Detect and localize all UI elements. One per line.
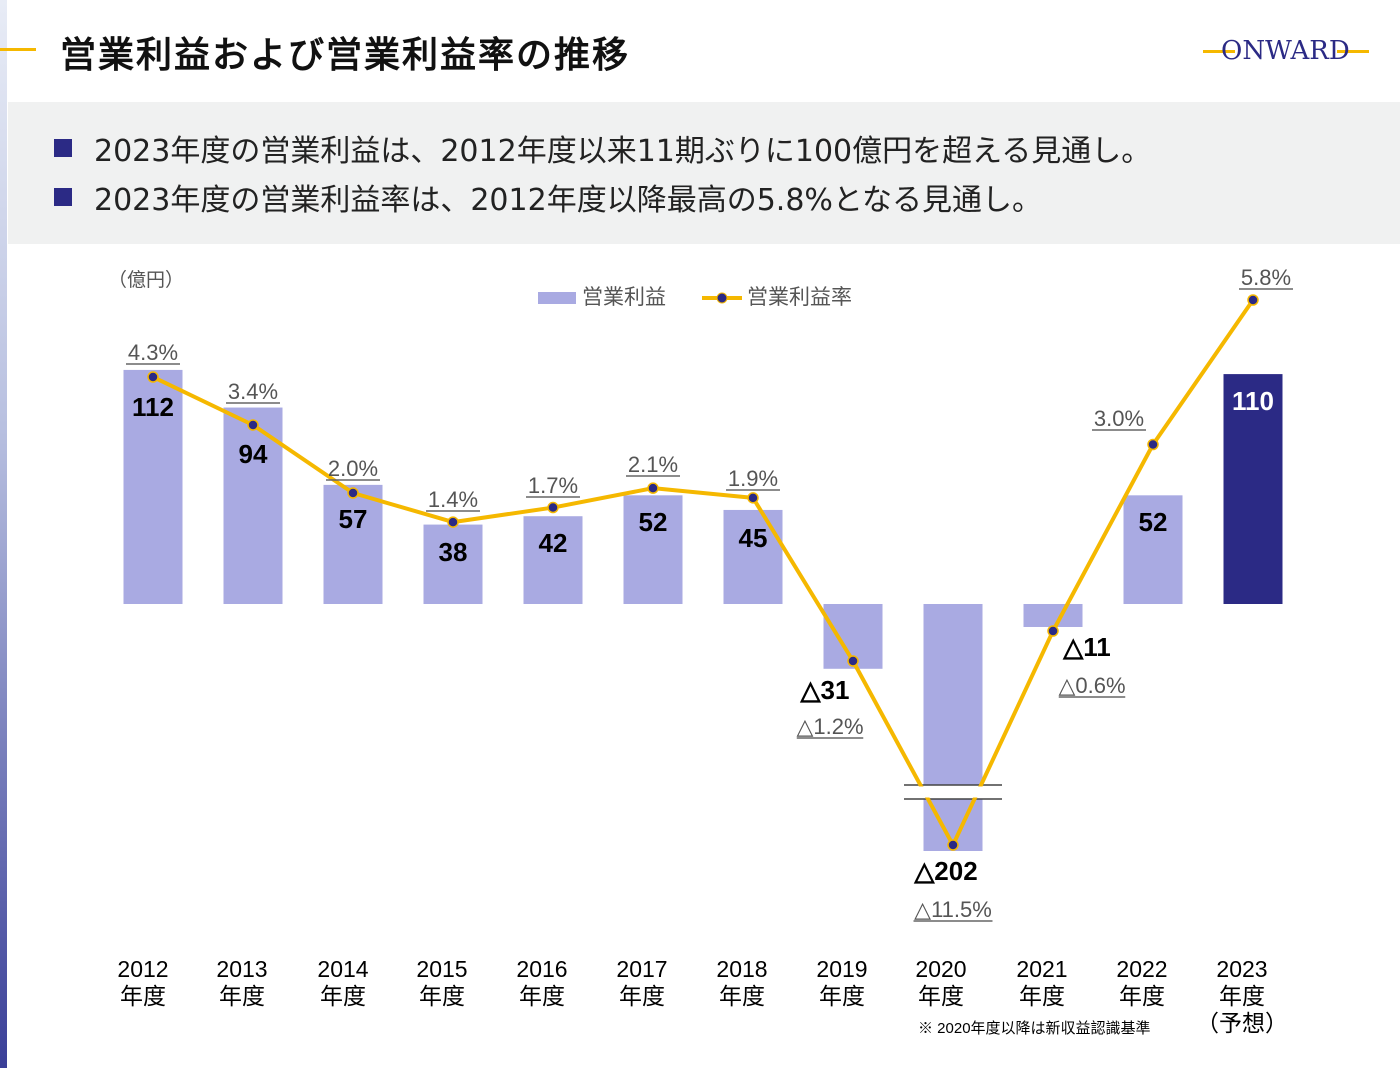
bar-value-label: △31 — [800, 675, 850, 705]
bar-value-label: 52 — [639, 507, 668, 537]
rate-value-label: 2.1% — [628, 452, 678, 477]
page-title: 営業利益および営業利益率の推移 — [60, 35, 631, 76]
bar-2023 — [1223, 374, 1283, 604]
x-tick-label: 年度 — [419, 983, 465, 1009]
x-tick-label: 年度 — [1119, 983, 1165, 1009]
axis-break-gap — [904, 786, 1002, 798]
rate-value-label: 1.4% — [428, 487, 478, 512]
bar-value-label: △11 — [1062, 632, 1110, 662]
x-tick-label: 2012 — [117, 956, 168, 982]
line-point-2018 — [747, 492, 759, 504]
line-point-2022 — [1147, 438, 1159, 451]
rate-value-label: 1.9% — [728, 466, 778, 491]
bar-value-label: 57 — [339, 504, 368, 534]
line-point-2019 — [847, 655, 859, 667]
bar-2017 — [623, 495, 683, 604]
line-point-2017 — [647, 482, 659, 494]
line-point-2014 — [347, 487, 359, 499]
summary-box — [8, 102, 1400, 244]
logo-line-left — [1203, 50, 1235, 53]
x-tick-label: （予想） — [1196, 1010, 1288, 1036]
bar-value-label: 52 — [1139, 507, 1168, 537]
series-line-operating-margin — [152, 298, 1255, 847]
bar-2014 — [323, 484, 383, 604]
line-point-2020 — [947, 839, 959, 851]
bar-2022 — [1123, 495, 1183, 604]
x-tick-label: 2019 — [816, 956, 867, 982]
legend-label: 営業利益率 — [747, 286, 852, 309]
summary-text: 2023年度の営業利益は、2012年度以来11期ぶりに100億円を超える見通し。 — [94, 134, 1152, 169]
logo-line-right — [1337, 50, 1369, 53]
x-tick-label: 2016 — [516, 956, 567, 982]
bullet-square-icon — [54, 139, 72, 157]
x-tick-label: 年度 — [819, 983, 865, 1009]
bar-value-label: 110 — [1232, 386, 1274, 416]
rate-value-label: 3.4% — [228, 379, 278, 404]
rate-value-label: △1.2% — [796, 714, 863, 739]
line-point-2016 — [547, 501, 559, 514]
x-tick-label: 2015 — [416, 956, 467, 982]
summary-text: 2023年度の営業利益率は、2012年度以降最高の5.8%となる見通し。 — [94, 183, 1043, 218]
line-point-2012 — [147, 371, 159, 383]
title-accent-line — [0, 48, 36, 51]
x-tick-label: 年度 — [1019, 983, 1065, 1009]
x-tick-label: 2017 — [616, 956, 667, 982]
rate-value-label: △11.5% — [914, 897, 992, 922]
legend-label: 営業利益 — [582, 286, 666, 309]
rate-value-label: 4.3% — [128, 340, 178, 365]
bar-value-label: △202 — [913, 856, 977, 886]
footnote: ※ 2020年度以降は新収益認識基準 — [918, 1020, 1151, 1037]
x-tick-label: 年度 — [320, 983, 366, 1009]
x-tick-label: 2014 — [317, 956, 368, 982]
legend-line-marker — [716, 292, 728, 304]
x-tick-label: 2018 — [716, 956, 767, 982]
rate-value-label: 1.7% — [528, 473, 578, 498]
bar-value-label: 45 — [739, 523, 768, 553]
bar-value-label: 94 — [239, 439, 268, 469]
rate-value-label: 2.0% — [328, 456, 378, 481]
x-tick-label: 2023 — [1216, 956, 1267, 982]
bar-2020 — [923, 604, 983, 851]
bullet-square-icon — [54, 188, 72, 206]
summary-bullet: 2023年度の営業利益は、2012年度以来11期ぶりに100億円を超える見通し。 — [48, 126, 1151, 170]
unit-label: （億円） — [108, 269, 184, 291]
rate-value-label: 3.0% — [1094, 406, 1144, 431]
x-tick-label: 年度 — [918, 983, 964, 1009]
x-tick-label: 年度 — [719, 983, 765, 1009]
bar-value-label: 38 — [439, 537, 468, 567]
bar-2012 — [123, 369, 183, 604]
bar-2018 — [723, 509, 783, 604]
left-accent-stripe — [0, 0, 7, 1068]
line-point-2021 — [1047, 625, 1059, 637]
x-tick-label: 年度 — [219, 983, 265, 1009]
line-point-2023 — [1247, 294, 1259, 306]
line-point-2015 — [447, 516, 459, 528]
x-tick-label: 2013 — [216, 956, 267, 982]
legend-bar-swatch — [538, 292, 576, 304]
bar-value-label: 42 — [539, 528, 568, 558]
line-point-2013 — [247, 419, 259, 431]
x-tick-label: 年度 — [519, 983, 565, 1009]
x-tick-label: 年度 — [1219, 983, 1265, 1009]
x-tick-label: 2020 — [915, 956, 966, 982]
bar-value-label: 112 — [132, 392, 174, 422]
rate-value-label: △0.6% — [1058, 673, 1125, 698]
x-tick-label: 2021 — [1016, 956, 1067, 982]
bar-2021 — [1023, 604, 1083, 627]
x-tick-label: 2022 — [1116, 956, 1167, 982]
rate-value-label: 5.8% — [1241, 265, 1291, 290]
x-tick-label: 年度 — [120, 983, 166, 1009]
bar-2015 — [423, 524, 483, 604]
logo-text: ONWARD — [1221, 36, 1350, 66]
summary-bullet: 2023年度の営業利益率は、2012年度以降最高の5.8%となる見通し。 — [48, 175, 1042, 219]
onward-logo: ONWARD — [1203, 36, 1369, 68]
x-tick-label: 年度 — [619, 983, 665, 1009]
bar-2016 — [523, 516, 583, 604]
